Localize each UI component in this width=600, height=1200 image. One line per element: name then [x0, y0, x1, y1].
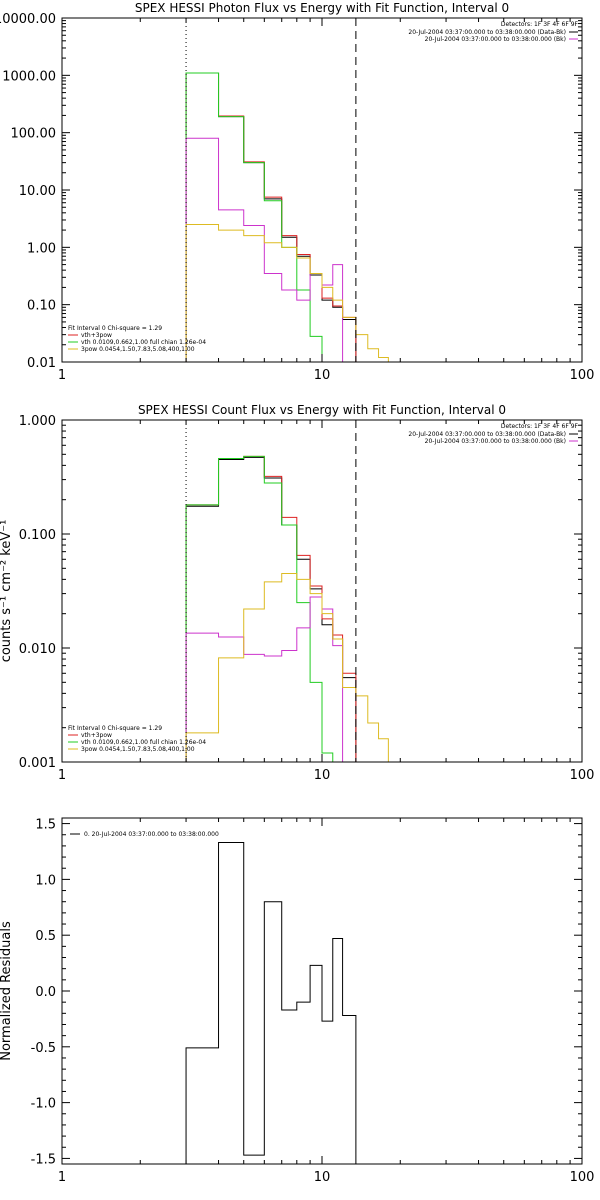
detectors-label: Detectors: 1F 3F 4F 6F 9F: [501, 423, 579, 430]
chart-1-series-0-line: [185, 456, 357, 762]
y-tick-label: -0.5: [31, 1041, 56, 1056]
y-tick-label: 1.5: [35, 818, 56, 833]
chart-2-axes: 1 10 100 -1.5 -1.0 -0.5 0.0 0.5 1.0 1.5 Normalized…: [0, 817, 595, 1185]
x-tick-label: 100: [570, 1170, 595, 1185]
y-tick-label: 0.5: [35, 929, 56, 944]
chart-1-series-3-line: [185, 596, 344, 762]
top-legend-text: 20-Jul-2004 03:37:00.000 to 03:38:00.000…: [408, 431, 566, 438]
bottom-legend-text: vth 0.0109,0.662,1.00 full chian 1.26e-0…: [81, 339, 206, 346]
y-tick-label: 10000.00: [0, 12, 56, 27]
y-tick-label: 0.01: [27, 356, 56, 371]
chart-0-title: SPEX HESSI Photon Flux vs Energy with Fi…: [135, 1, 509, 15]
bottom-legend-text: vth 0.0109,0.662,1.00 full chian 1.26e-0…: [81, 739, 206, 746]
chart-0-series-4-line: [185, 224, 389, 362]
y-tick-label: 0.010: [19, 642, 56, 657]
chart-2-series-0-line: [185, 842, 357, 1164]
x-tick-label: 100: [570, 768, 595, 783]
bottom-legend-text: vth+3pow: [81, 732, 112, 739]
x-tick-label: 10: [314, 1170, 331, 1185]
x-tick-label: 1: [58, 768, 66, 783]
bottom-legend-text: vth+3pow: [81, 332, 112, 339]
x-tick-label: 10: [314, 768, 331, 783]
top-legend-text: 20-Jul-2004 03:37:00.000 to 03:38:00.000…: [425, 438, 566, 445]
chart-1-series-1-line: [185, 455, 357, 762]
chart-2-plot: [185, 842, 357, 1164]
chart-0-series-3-line: [185, 137, 344, 362]
y-tick-label: 1.0: [35, 873, 56, 888]
chart-1-ylabel: counts s⁻¹ cm⁻² keV⁻¹: [0, 520, 14, 663]
bottom-legend-text: 3pow 0.0454,1.50,7.83,5.08,400,1.00: [81, 346, 195, 353]
x-tick-label: 100: [570, 368, 595, 383]
chart-0-series-0-line: [185, 72, 357, 362]
y-tick-label: 0.0: [35, 985, 56, 1000]
y-tick-label: 1000.00: [2, 69, 56, 84]
y-tick-label: 0.10: [27, 299, 56, 314]
chart-0-series-2-line: [185, 72, 323, 362]
chart-0-frame: [61, 17, 583, 363]
top-legend-text: 20-Jul-2004 03:37:00.000 to 03:38:00.000…: [408, 29, 566, 36]
x-tick-label: 10: [314, 368, 331, 383]
chart-1-series-2-line: [185, 455, 334, 762]
chart-1-series-4-line: [185, 573, 389, 762]
y-tick-label: 100.00: [11, 127, 57, 142]
bottom-legend-text: Fit Interval 0 Chi-square = 1.29: [68, 725, 162, 732]
chart-0-series-1-line: [185, 72, 357, 362]
y-tick-label: 10.00: [19, 184, 56, 199]
top-legend-text: 20-Jul-2004 03:37:00.000 to 03:38:00.000…: [425, 36, 566, 43]
bottom-legend-text: Fit Interval 0 Chi-square = 1.29: [68, 325, 162, 332]
chart-1-title: SPEX HESSI Count Flux vs Energy with Fit…: [138, 403, 506, 417]
chart-1-plot: [185, 455, 389, 762]
bottom-legend-text: 3pow 0.0454,1.50,7.83,5.08,400,1.00: [81, 746, 195, 753]
x-tick-label: 1: [58, 368, 66, 383]
detectors-label: Detectors: 1F 3F 4F 6F 9F: [501, 21, 579, 28]
chart-1-axes: 1 10 100 0.001 0.010 0.100 1.000 SPEX HESSI Cou…: [0, 403, 594, 783]
y-tick-label: 1.00: [27, 241, 56, 256]
y-tick-label: 1.000: [19, 414, 56, 429]
y-tick-label: 0.100: [19, 528, 56, 543]
legend-text: 0. 20-Jul-2004 03:37:00.000 to 03:38:00.…: [84, 831, 219, 838]
x-tick-label: 1: [58, 1170, 66, 1185]
y-tick-label: -1.0: [31, 1097, 56, 1112]
y-tick-label: -1.5: [31, 1152, 56, 1167]
chart-0-axes: 1 10 100 0.01 0.10 1.00 10.00 100.00 1000.00 1000…: [0, 1, 594, 383]
chart-2-ylabel: Normalized Residuals: [0, 921, 14, 1061]
chart-0-plot: [185, 72, 389, 362]
y-tick-label: 0.001: [19, 756, 56, 771]
